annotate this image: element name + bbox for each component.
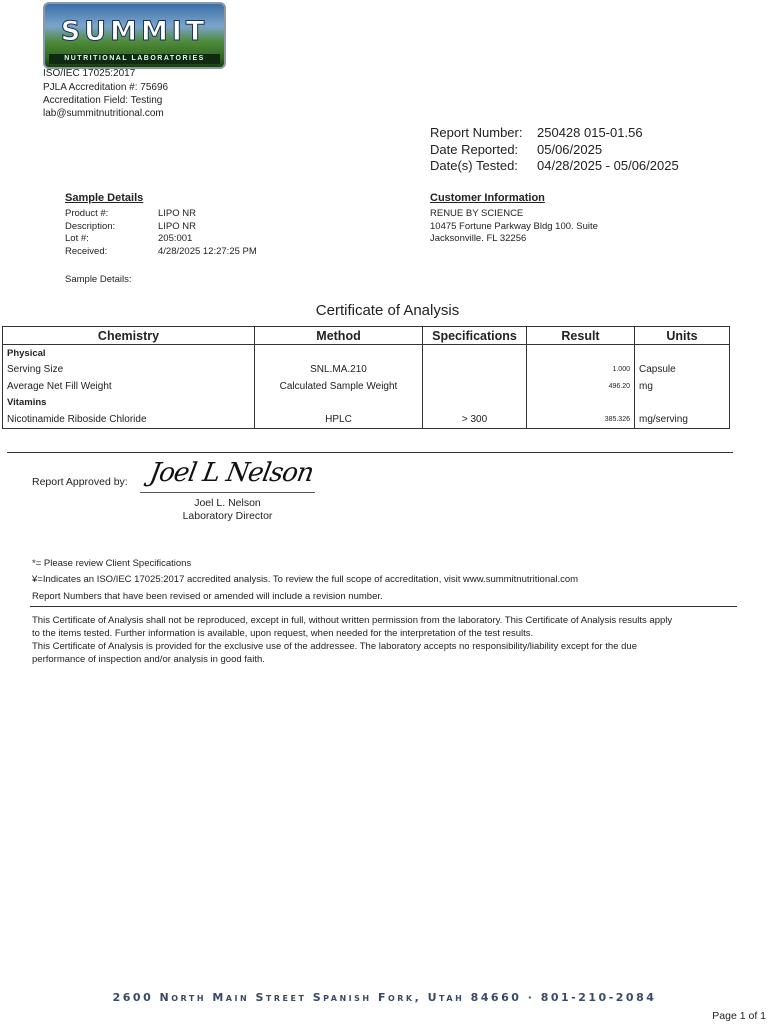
pjla-line: PJLA Accreditation #: 75696 — [43, 82, 169, 93]
group-row: Vitamins — [2, 394, 730, 411]
signature: Joel L Nelson — [147, 458, 316, 488]
dates-tested: 04/28/2025 - 05/06/2025 — [537, 158, 679, 173]
note: ¥=Indicates an ISO/IEC 17025:2017 accred… — [32, 574, 579, 585]
results-table: Chemistry Method Specifications Result U… — [2, 326, 730, 429]
customer-city: Jacksonville. FL 32256 — [430, 233, 527, 244]
iso-line: ISO/IEC 17025:2017 — [43, 68, 136, 79]
page-number: Page 1 of 1 — [712, 1010, 766, 1022]
dates-tested-label: Date(s) Tested: — [430, 158, 518, 173]
customer-heading: Customer Information — [430, 192, 545, 204]
approved-by-label: Report Approved by: — [32, 476, 128, 488]
col-result: Result — [526, 326, 635, 345]
note: *= Please review Client Specifications — [32, 558, 192, 569]
coa-title: Certificate of Analysis — [315, 302, 460, 319]
disclaimer-line: to the items tested. Further information… — [32, 628, 534, 639]
divider — [7, 452, 733, 453]
sample-details-heading: Sample Details — [65, 192, 144, 204]
col-chemistry: Chemistry — [2, 326, 255, 345]
disclaimer-line: performance of inspection and/or analysi… — [32, 654, 265, 665]
field-line: Accreditation Field: Testing — [43, 95, 163, 106]
group-row: Physical — [2, 344, 730, 362]
date-reported: 05/06/2025 — [537, 142, 603, 157]
table-row: Nicotinamide Riboside Chloride HPLC > 300 3… — [2, 411, 730, 429]
footer-address: 2600 North Main Street Spanish Fork, Uta… — [112, 991, 657, 1004]
col-specifications: Specifications — [422, 326, 527, 345]
approver-name: Joel L. Nelson — [194, 497, 261, 509]
report-number: 250428 015-01.56 — [537, 125, 643, 140]
email-link[interactable]: lab@summitnutritional.com — [43, 108, 164, 119]
disclaimer-line: This Certificate of Analysis shall not b… — [32, 615, 673, 626]
col-method: Method — [254, 326, 423, 345]
lot-value: 205:001 — [158, 233, 193, 244]
summit-logo: SUMMIT NUTRITIONAL LABORATORIES — [43, 2, 226, 69]
date-reported-label: Date Reported: — [430, 142, 519, 157]
signature-line — [140, 492, 315, 493]
received-label: Received: — [65, 246, 108, 257]
report-number-label: Report Number: — [430, 125, 523, 140]
sample-details-label: Sample Details: — [65, 274, 132, 285]
product-value: LIPO NR — [158, 208, 197, 219]
lot-label: Lot #: — [65, 233, 89, 244]
table-row: Serving Size SNL.MA.210 1.000 Capsule — [2, 361, 730, 378]
received-value: 4/28/2025 12:27:25 PM — [158, 246, 257, 257]
divider — [30, 606, 737, 607]
customer-address: 10475 Fortune Parkway Bldg 100. Suite — [430, 221, 598, 232]
disclaimer-line: This Certificate of Analysis is provided… — [32, 641, 637, 652]
product-label: Product #: — [65, 208, 109, 219]
table-row: Average Net Fill Weight Calculated Sample… — [2, 378, 730, 395]
description-label: Description: — [65, 221, 116, 232]
note: Report Numbers that have been revised or… — [32, 591, 383, 602]
customer-name: RENUE BY SCIENCE — [430, 208, 524, 219]
approver-title: Laboratory Director — [182, 510, 273, 522]
description-value: LIPO NR — [158, 221, 197, 232]
col-units: Units — [634, 326, 730, 345]
